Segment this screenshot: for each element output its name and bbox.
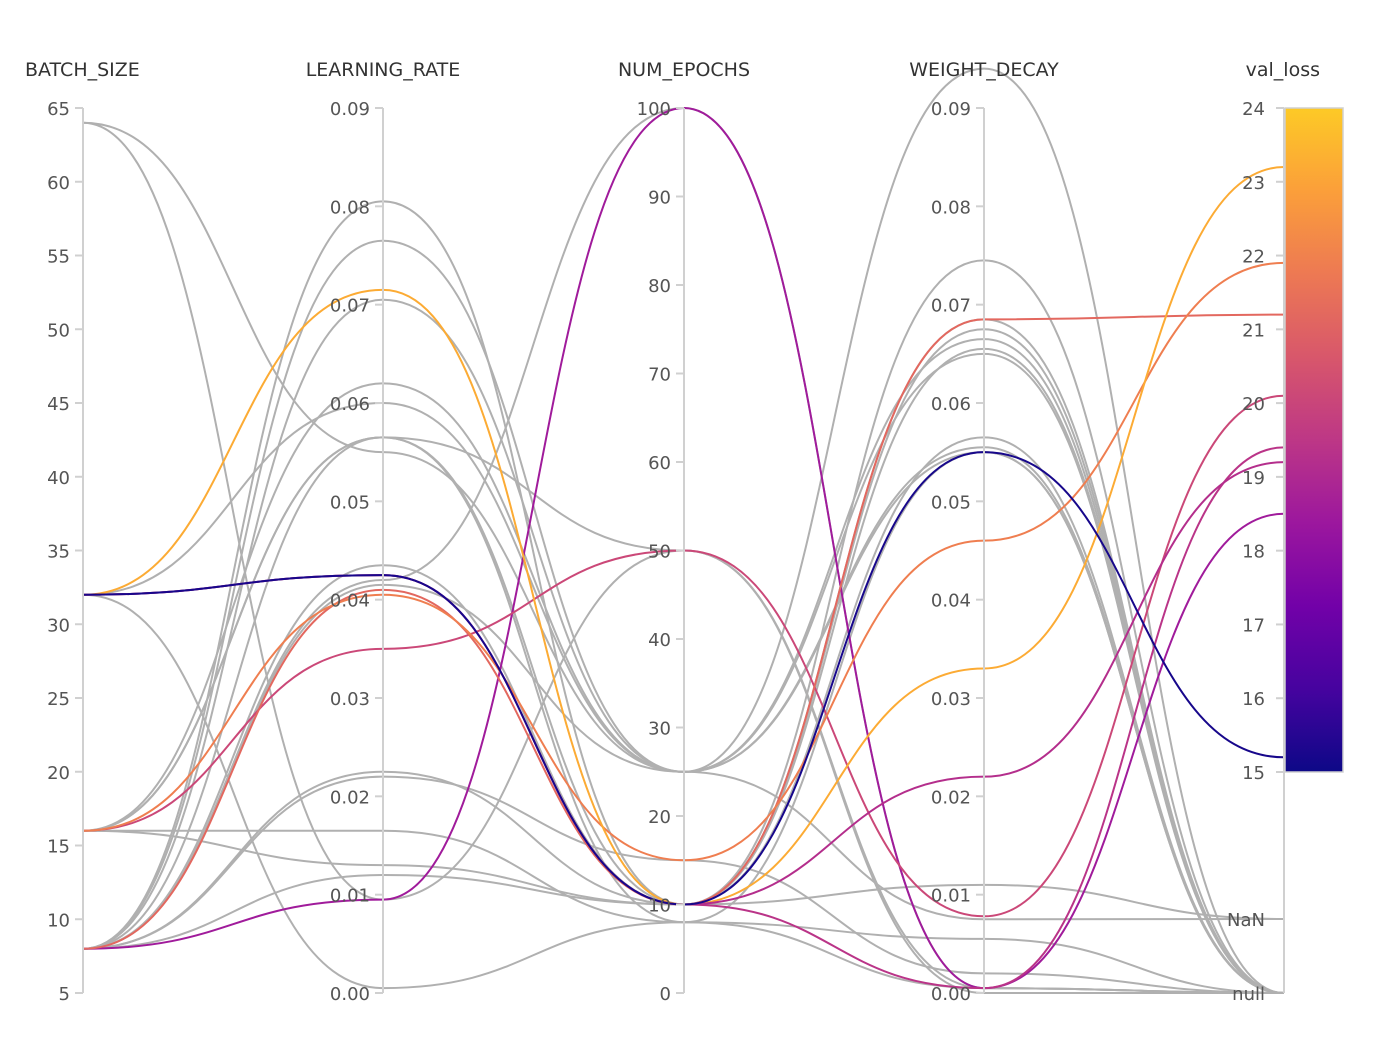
tick-label: 19 [1242, 468, 1265, 489]
tick-label: 15 [47, 837, 70, 858]
tick-label: 0.03 [931, 689, 971, 710]
tick-label: 0.04 [330, 591, 370, 612]
tick-label: 24 [1242, 99, 1265, 120]
tick-label: 0.03 [330, 689, 370, 710]
axis-weight_decay[interactable]: WEIGHT_DECAY 0.00 0.01 0.02 0.03 0.04 0.05 0.06… [909, 59, 1059, 1005]
tick-label: 20 [648, 807, 671, 828]
tick-label: 0.06 [931, 394, 971, 415]
tick-label: 23 [1242, 173, 1265, 194]
tick-label: 0.02 [931, 787, 971, 808]
tick-label: 0 [660, 984, 671, 1005]
tick-label: 30 [47, 615, 70, 636]
tick-label: 0.09 [330, 99, 370, 120]
tick-label: 5 [59, 984, 70, 1005]
axis-learning_rate[interactable]: LEARNING_RATE 0.00 0.01 0.02 0.03 0.04 0.05 0.0… [306, 59, 461, 1005]
tick-label: 10 [47, 910, 70, 931]
tick-label: 35 [47, 542, 70, 563]
tick-label-null: null [1232, 984, 1265, 1005]
axis-batch_size[interactable]: BATCH_SIZE 5 10 15 20 25 30 35 40 45 50 55 60 65 [25, 59, 140, 1005]
tick-label: 0.08 [330, 197, 370, 218]
tick-label: 0.08 [931, 197, 971, 218]
tick-label: 0.04 [931, 591, 971, 612]
run-line-2[interactable] [82, 394, 1285, 918]
tick-label: 22 [1242, 247, 1265, 268]
tick-label: 0.06 [330, 394, 370, 415]
run-line-9[interactable] [82, 121, 1284, 995]
val-loss-colorbar [1284, 107, 1344, 773]
tick-label: 90 [648, 188, 671, 209]
tick-label: 20 [47, 763, 70, 784]
tick-label: 100 [637, 99, 671, 120]
tick-label-nan: NaN [1227, 910, 1265, 931]
tick-label: 60 [648, 453, 671, 474]
tick-label: 0.00 [931, 984, 971, 1005]
tick-label: 0.07 [330, 296, 370, 317]
tick-label: 0.07 [931, 296, 971, 317]
tick-label: 20 [1242, 394, 1265, 415]
colorbar-gradient [1284, 107, 1344, 773]
tick-label: 0.05 [931, 492, 971, 513]
tick-label: 50 [47, 320, 70, 341]
tick-label: 17 [1242, 615, 1265, 636]
axis-title-weight_decay: WEIGHT_DECAY [909, 59, 1059, 81]
axis-num_epochs[interactable]: NUM_EPOCHS 0 10 20 30 40 50 60 70 80 90 100 [618, 59, 750, 1005]
tick-label: 10 [648, 896, 671, 917]
tick-label: 30 [648, 719, 671, 740]
tick-label: 80 [648, 276, 671, 297]
tick-label: 0.01 [330, 886, 370, 907]
tick-label: 0.02 [330, 787, 370, 808]
tick-label: 40 [47, 468, 70, 489]
tick-label: 0.05 [330, 492, 370, 513]
tick-label: 0.01 [931, 886, 971, 907]
run-line-21[interactable] [82, 583, 1285, 950]
tick-label: 50 [648, 542, 671, 563]
tick-label: 25 [47, 689, 70, 710]
tick-label: 21 [1242, 320, 1265, 341]
tick-label: 16 [1242, 689, 1265, 710]
tick-label: 70 [648, 365, 671, 386]
run-line-12[interactable] [82, 436, 1285, 994]
tick-label: 60 [47, 173, 70, 194]
axis-val_loss[interactable]: val_loss NaN null 15 16 17 18 19 20 21 22 23 24 [1227, 59, 1320, 1005]
axes: BATCH_SIZE 5 10 15 20 25 30 35 40 45 50 55 60 65 LEARN… [25, 59, 1320, 1005]
axis-title-num_epochs: NUM_EPOCHS [618, 59, 750, 81]
axis-title-val_loss: val_loss [1246, 59, 1320, 81]
axis-title-batch_size: BATCH_SIZE [25, 59, 140, 81]
tick-label: 0.00 [330, 984, 370, 1005]
tick-label: 65 [47, 99, 70, 120]
tick-label: 40 [648, 630, 671, 651]
tick-label: 15 [1242, 763, 1265, 784]
run-line-7[interactable] [82, 451, 1285, 906]
axis-title-learning_rate: LEARNING_RATE [306, 59, 461, 81]
tick-label: 18 [1242, 542, 1265, 563]
tick-label: 55 [47, 247, 70, 268]
tick-label: 0.09 [931, 99, 971, 120]
tick-label: 45 [47, 394, 70, 415]
